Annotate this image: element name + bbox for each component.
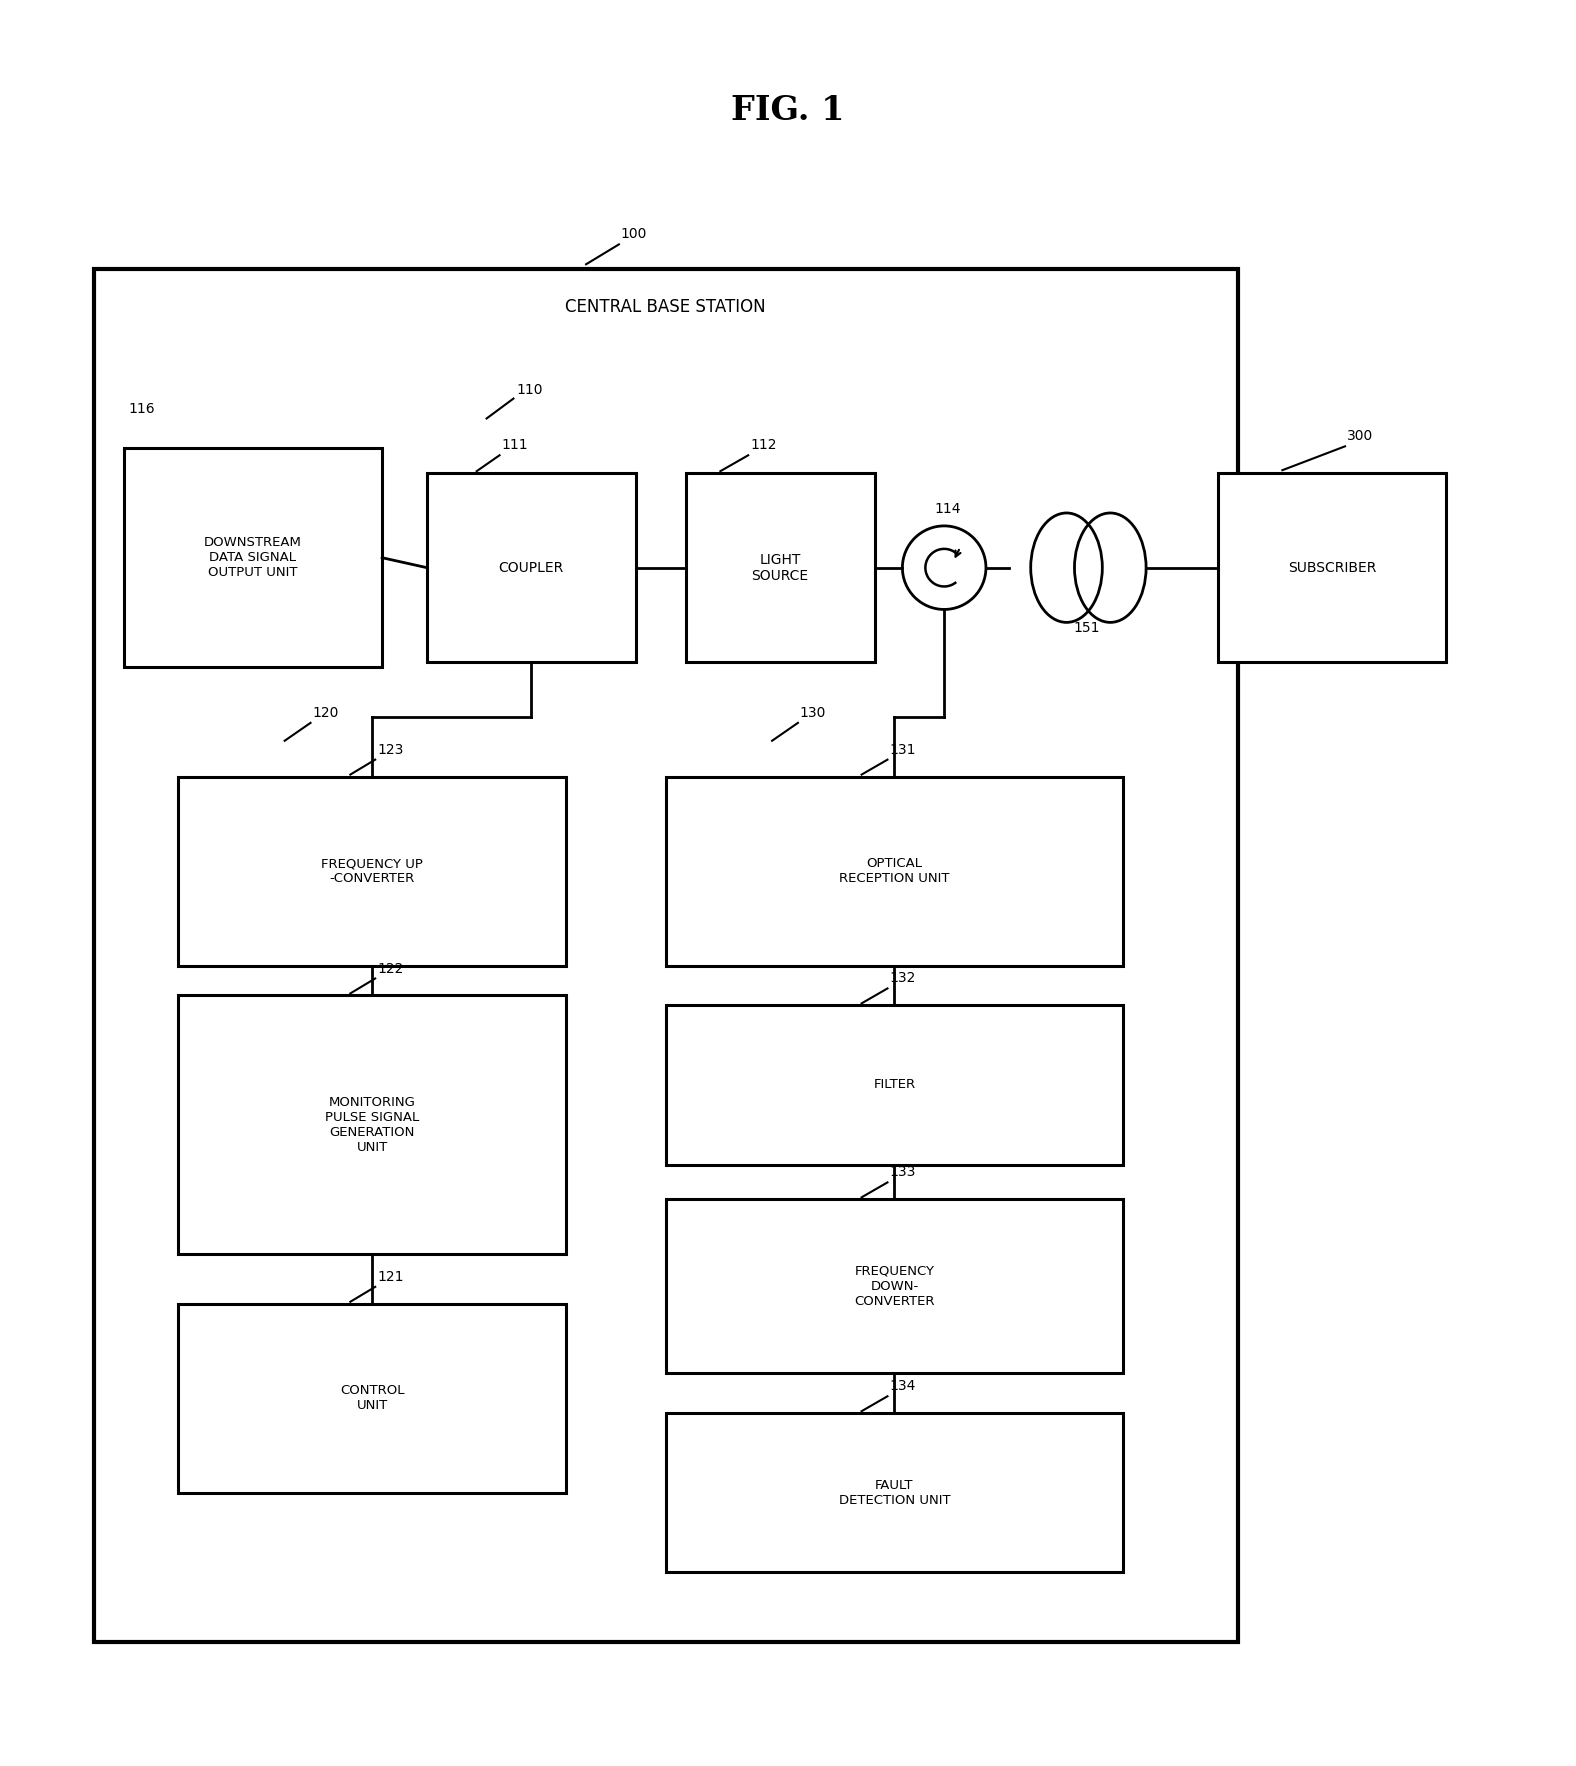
Text: 151: 151 xyxy=(1073,622,1100,636)
Bar xyxy=(148,742,596,1596)
Text: FREQUENCY UP
-CONVERTER: FREQUENCY UP -CONVERTER xyxy=(322,857,422,885)
Text: 130: 130 xyxy=(801,706,826,721)
Text: 112: 112 xyxy=(750,438,777,452)
Bar xyxy=(178,1303,566,1492)
Bar xyxy=(686,473,875,662)
Text: MONITORING
PULSE SIGNAL
GENERATION
UNIT: MONITORING PULSE SIGNAL GENERATION UNIT xyxy=(325,1095,419,1153)
Text: 100: 100 xyxy=(621,228,648,242)
Text: 110: 110 xyxy=(517,383,544,397)
Text: 300: 300 xyxy=(1347,429,1373,443)
Text: 134: 134 xyxy=(889,1379,916,1393)
Bar xyxy=(178,777,566,966)
Bar xyxy=(118,717,1207,1623)
Bar xyxy=(123,449,381,668)
Text: 111: 111 xyxy=(501,438,528,452)
Text: FREQUENCY
DOWN-
CONVERTER: FREQUENCY DOWN- CONVERTER xyxy=(854,1264,935,1309)
Text: FIG. 1: FIG. 1 xyxy=(731,94,845,127)
Text: 122: 122 xyxy=(377,961,403,975)
Bar xyxy=(411,419,651,698)
Text: 123: 123 xyxy=(377,743,403,756)
Bar xyxy=(665,1199,1124,1374)
Text: 114: 114 xyxy=(935,502,961,516)
Bar xyxy=(93,268,1237,1642)
Text: LIGHT
SOURCE: LIGHT SOURCE xyxy=(752,553,808,583)
Text: 132: 132 xyxy=(889,971,916,985)
Bar xyxy=(665,1413,1124,1572)
Text: FAULT
DETECTION UNIT: FAULT DETECTION UNIT xyxy=(838,1478,950,1506)
Bar xyxy=(178,996,566,1254)
Bar xyxy=(635,742,1163,1596)
Text: DOWNSTREAM
DATA SIGNAL
OUTPUT UNIT: DOWNSTREAM DATA SIGNAL OUTPUT UNIT xyxy=(203,537,301,579)
Bar xyxy=(665,777,1124,966)
Bar xyxy=(665,1005,1124,1164)
Text: 133: 133 xyxy=(889,1166,916,1180)
Text: SUBSCRIBER: SUBSCRIBER xyxy=(1288,560,1376,574)
Text: COUPLER: COUPLER xyxy=(498,560,564,574)
Text: 121: 121 xyxy=(377,1270,403,1284)
Bar xyxy=(427,473,635,662)
Bar xyxy=(1218,473,1447,662)
Text: 131: 131 xyxy=(889,743,916,756)
Text: CONTROL
UNIT: CONTROL UNIT xyxy=(340,1385,405,1413)
Text: CENTRAL BASE STATION: CENTRAL BASE STATION xyxy=(566,298,766,316)
Text: 120: 120 xyxy=(312,706,339,721)
Text: FILTER: FILTER xyxy=(873,1079,916,1091)
Text: OPTICAL
RECEPTION UNIT: OPTICAL RECEPTION UNIT xyxy=(838,857,950,885)
Text: 116: 116 xyxy=(129,403,154,417)
